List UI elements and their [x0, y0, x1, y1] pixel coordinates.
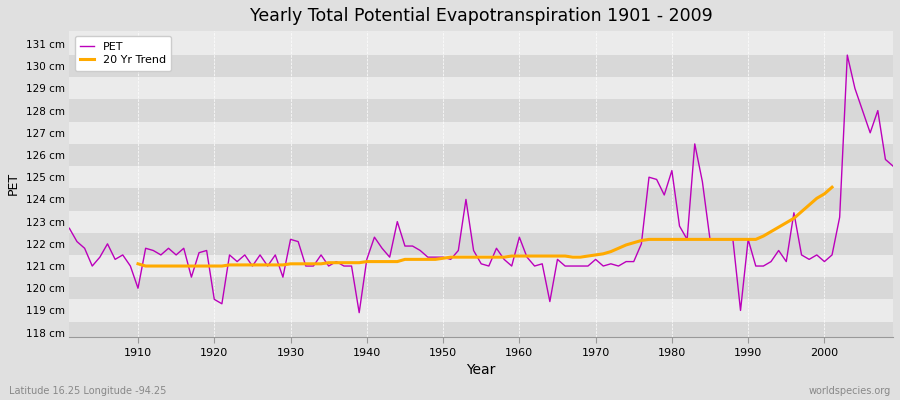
Bar	[69, 277, 893, 299]
20 Yr Trend	[140, 264, 151, 268]
PET	[64, 226, 75, 231]
Bar	[69, 188, 893, 210]
Text: Latitude 16.25 Longitude -94.25: Latitude 16.25 Longitude -94.25	[9, 386, 166, 396]
20 Yr Trend	[689, 237, 700, 242]
20 Yr Trend	[826, 185, 837, 190]
Bar	[69, 55, 893, 77]
20 Yr Trend	[681, 237, 692, 242]
X-axis label: Year: Year	[466, 363, 496, 377]
PET	[354, 310, 364, 315]
PET	[887, 164, 898, 168]
Bar	[69, 33, 893, 55]
20 Yr Trend	[552, 254, 562, 258]
Bar	[69, 122, 893, 144]
PET	[292, 239, 303, 244]
Y-axis label: PET: PET	[7, 172, 20, 196]
Legend: PET, 20 Yr Trend: PET, 20 Yr Trend	[75, 36, 171, 71]
20 Yr Trend	[652, 237, 662, 242]
Bar	[69, 210, 893, 233]
20 Yr Trend	[132, 262, 143, 266]
20 Yr Trend	[720, 237, 731, 242]
Bar	[69, 255, 893, 277]
PET	[613, 264, 624, 268]
PET	[125, 264, 136, 268]
Bar	[69, 322, 893, 344]
Bar	[69, 77, 893, 100]
PET	[522, 255, 533, 260]
PET	[842, 53, 852, 58]
Text: worldspecies.org: worldspecies.org	[809, 386, 891, 396]
Line: 20 Yr Trend: 20 Yr Trend	[138, 187, 832, 266]
Bar	[69, 100, 893, 122]
PET	[514, 235, 525, 240]
Line: PET: PET	[69, 55, 893, 313]
Title: Yearly Total Potential Evapotranspiration 1901 - 2009: Yearly Total Potential Evapotranspiratio…	[250, 7, 713, 25]
Bar	[69, 233, 893, 255]
Bar	[69, 166, 893, 188]
20 Yr Trend	[697, 237, 707, 242]
PET	[338, 264, 349, 268]
Bar	[69, 144, 893, 166]
Bar	[69, 299, 893, 322]
